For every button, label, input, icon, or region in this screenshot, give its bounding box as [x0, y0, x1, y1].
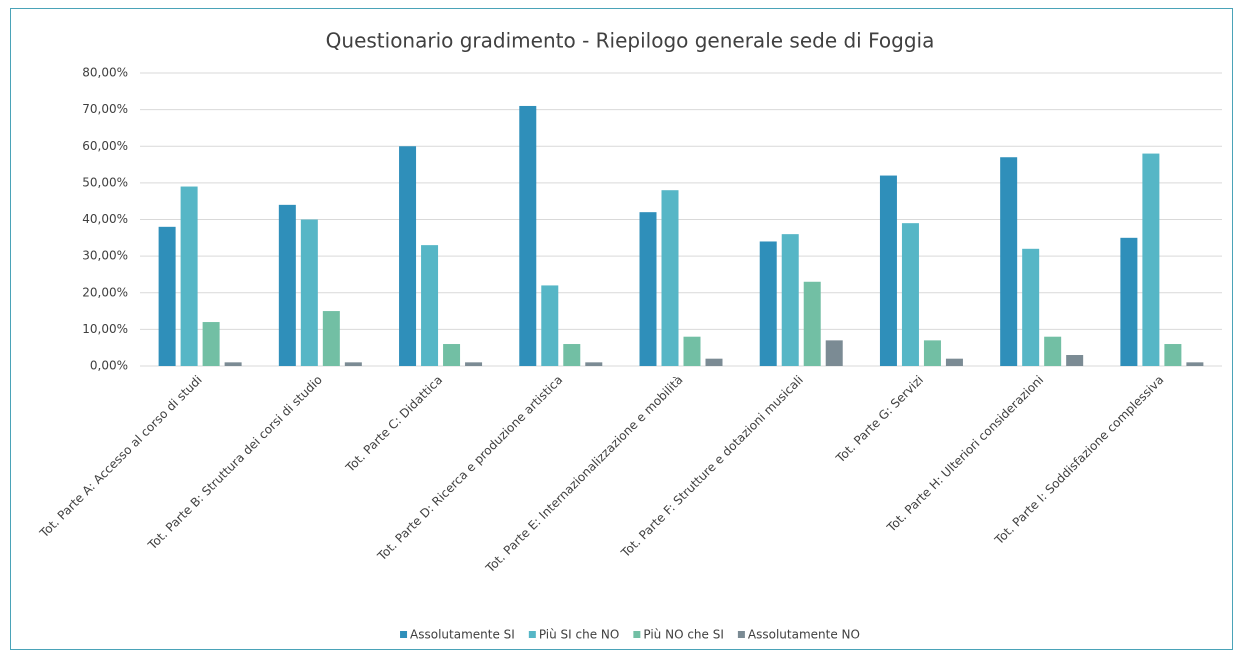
bar [923, 340, 941, 366]
bar [1164, 344, 1182, 366]
legend-swatch [737, 631, 745, 638]
bar [661, 190, 679, 366]
bar [1186, 362, 1204, 366]
bar [344, 362, 362, 366]
bar [1044, 336, 1062, 366]
legend-swatch [400, 631, 408, 638]
y-tick-label: 80,00% [82, 66, 128, 80]
y-tick-label: 70,00% [82, 102, 128, 116]
bar [278, 204, 296, 366]
bar [639, 212, 657, 366]
y-tick-label: 60,00% [82, 139, 128, 153]
bar [421, 245, 439, 366]
y-tick-label: 0,00% [90, 359, 128, 373]
bar [1000, 157, 1018, 366]
bar [465, 362, 483, 366]
bar [879, 175, 897, 366]
bar [563, 344, 581, 366]
bar [1142, 153, 1160, 366]
bar [443, 344, 461, 366]
y-tick-label: 20,00% [82, 285, 128, 299]
legend-label: Assolutamente NO [748, 628, 860, 642]
legend-label: Più SI che NO [539, 628, 620, 642]
legend-label: Assolutamente SI [410, 628, 515, 642]
bar [901, 223, 919, 366]
bar [803, 281, 821, 366]
bar [202, 322, 220, 366]
bar [945, 358, 963, 366]
y-tick-label: 50,00% [82, 175, 128, 189]
y-tick-label: 10,00% [82, 322, 128, 336]
bar [180, 186, 198, 366]
legend-label: Più NO che SI [643, 628, 724, 642]
bar [399, 146, 417, 366]
legend-swatch [528, 631, 536, 638]
bar [541, 285, 559, 366]
y-tick-label: 30,00% [82, 249, 128, 263]
bar [158, 226, 176, 366]
legend-swatch [633, 631, 641, 638]
bar [1066, 355, 1084, 366]
bar [781, 234, 799, 366]
bar [1120, 237, 1138, 366]
bar [683, 336, 701, 366]
bar [300, 219, 318, 366]
bar [705, 358, 723, 366]
chart-title: Questionario gradimento - Riepilogo gene… [326, 29, 935, 53]
y-tick-label: 40,00% [82, 212, 128, 226]
bar [825, 340, 843, 366]
bar [224, 362, 242, 366]
bar [1022, 248, 1040, 366]
bar [759, 241, 777, 366]
bar [322, 311, 340, 366]
bar [519, 105, 537, 367]
bar [585, 362, 603, 366]
